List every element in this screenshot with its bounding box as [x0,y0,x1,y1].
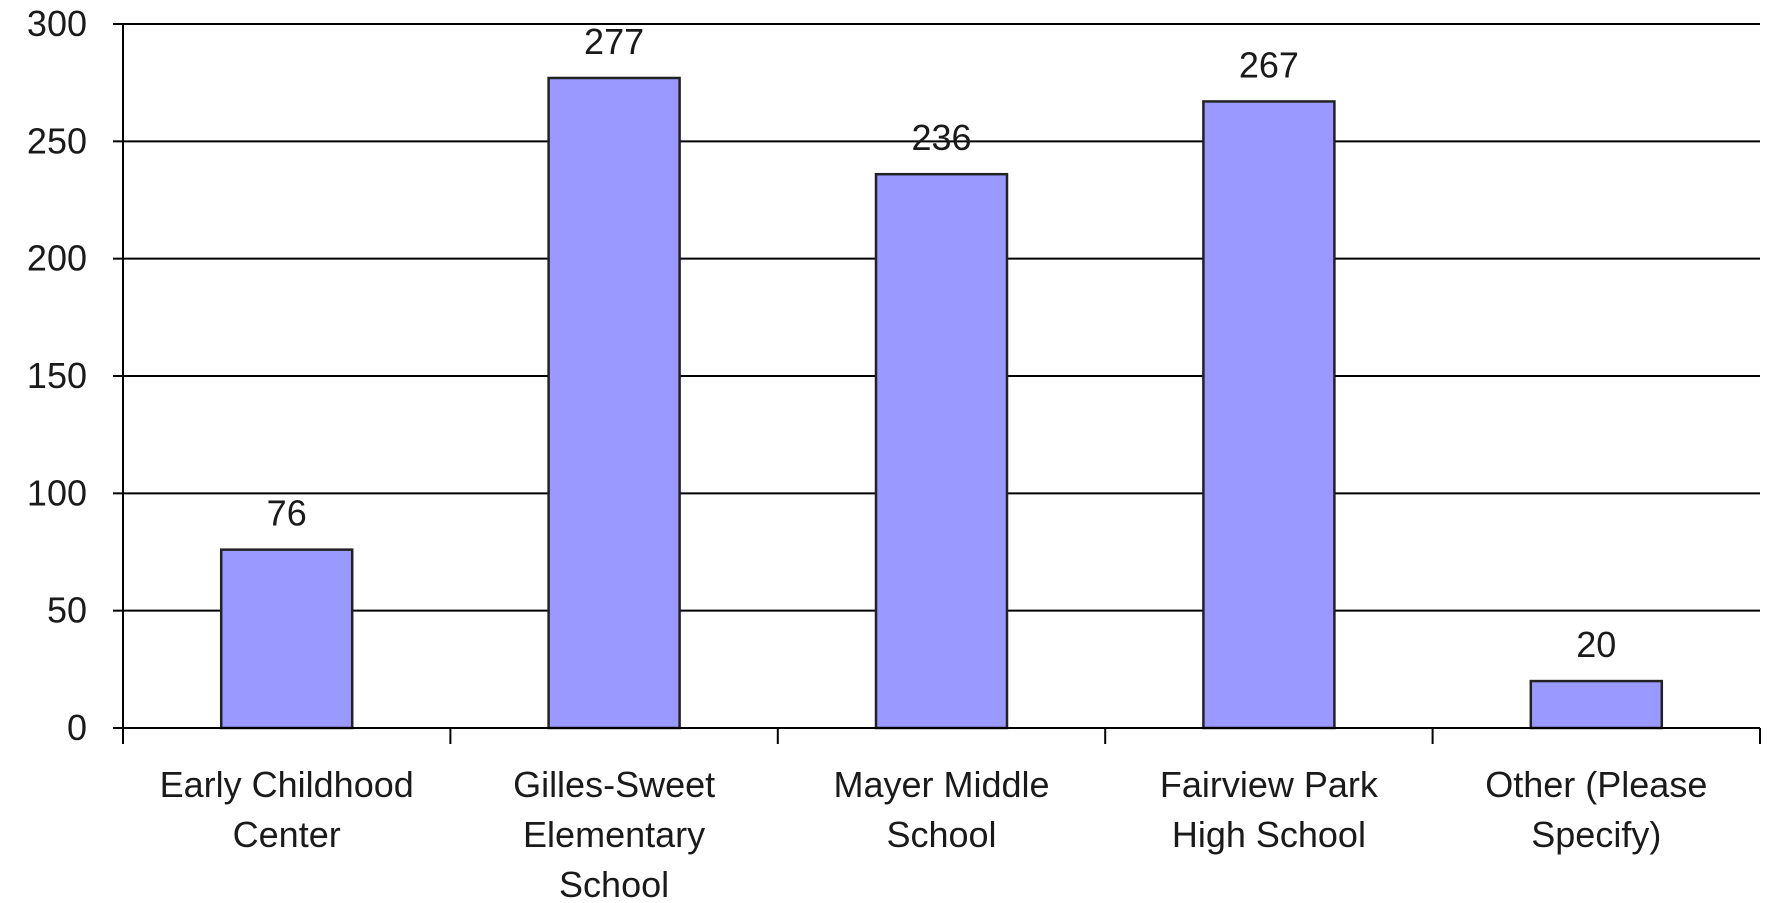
data-label-3: 267 [1239,44,1299,85]
axes [113,23,1761,744]
bar-4 [1529,679,1664,730]
data-label-2: 236 [911,117,971,158]
x-category-label-line: School [559,864,669,903]
y-tick-label: 100 [27,472,87,513]
x-category-label-line: School [886,814,996,855]
y-tick-label: 300 [27,3,87,44]
data-label-0: 76 [267,493,307,534]
y-tick-label: 50 [47,590,87,631]
bars [219,76,1664,730]
y-tick-label: 250 [27,120,87,161]
y-tick-label: 150 [27,355,87,396]
data-label-4: 20 [1576,624,1616,665]
bar-1 [547,76,681,730]
x-category-label-line: Early Childhood [160,764,414,805]
x-category-label-line: Fairview Park [1160,764,1379,805]
bar-0 [219,548,354,730]
x-category-label-line: Center [233,814,341,855]
bar-2 [874,172,1009,730]
x-category-label-line: Elementary [523,814,705,855]
x-category-label-line: Other (Please [1485,764,1707,805]
x-category-label-line: Mayer Middle [833,764,1049,805]
x-category-label-4: Other (Please Specify) [1485,764,1707,855]
x-category-label-line: Specify) [1531,814,1661,855]
x-category-label-1: Gilles-Sweet Elementary School [513,764,715,903]
x-category-label-line: High School [1172,814,1366,855]
labels: 0 50 100 150 200 250 300 76 277 236 267 20 Early Chi… [27,3,1707,903]
y-tick-label: 200 [27,238,87,279]
x-category-label-line: Gilles-Sweet [513,764,715,805]
x-category-label-0: Early Childhood Center [160,764,414,855]
y-tick-label: 0 [67,707,87,748]
data-label-1: 277 [584,21,644,62]
x-category-label-2: Mayer Middle School [833,764,1049,855]
bar-3 [1202,100,1336,730]
x-category-label-3: Fairview Park High School [1160,764,1379,855]
